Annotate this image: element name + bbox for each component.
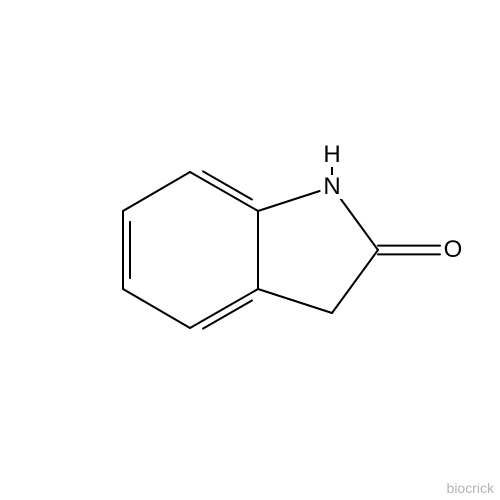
- atom-label-o: O: [442, 238, 465, 262]
- watermark: biocrick: [447, 480, 494, 496]
- atom-label-n: N: [321, 175, 342, 199]
- structure-bonds: [0, 0, 500, 500]
- canvas: NH O biocrick: [0, 0, 500, 500]
- atom-label-h: H: [321, 143, 342, 167]
